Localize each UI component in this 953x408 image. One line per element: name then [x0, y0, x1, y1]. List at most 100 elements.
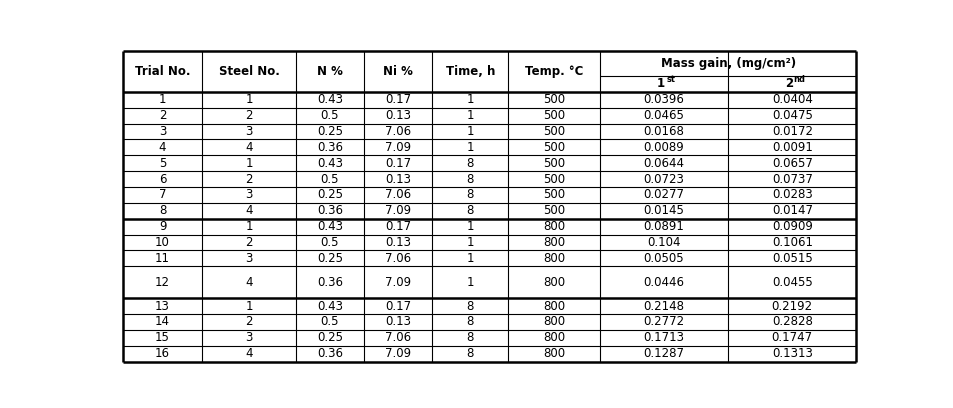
Text: 1: 1	[245, 157, 253, 170]
Text: 0.5: 0.5	[320, 109, 339, 122]
Text: 0.25: 0.25	[316, 125, 342, 138]
Text: 0.43: 0.43	[316, 220, 342, 233]
Text: 0.0172: 0.0172	[771, 125, 812, 138]
Text: 7.09: 7.09	[385, 141, 411, 154]
Text: 0.13: 0.13	[385, 109, 411, 122]
Text: 8: 8	[466, 157, 474, 170]
Text: 0.17: 0.17	[385, 157, 411, 170]
Text: 4: 4	[158, 141, 166, 154]
Text: 1: 1	[466, 252, 474, 265]
Text: 1: 1	[245, 220, 253, 233]
Text: 7.06: 7.06	[385, 125, 411, 138]
Text: 0.0657: 0.0657	[771, 157, 812, 170]
Text: 0.0147: 0.0147	[771, 204, 812, 217]
Text: 0.17: 0.17	[385, 93, 411, 106]
Text: 0.1747: 0.1747	[771, 331, 812, 344]
Text: 1: 1	[657, 78, 664, 90]
Text: 8: 8	[466, 315, 474, 328]
Text: 1: 1	[466, 220, 474, 233]
Text: 7.09: 7.09	[385, 204, 411, 217]
Text: 8: 8	[466, 188, 474, 202]
Text: Mass gain, (mg/cm²): Mass gain, (mg/cm²)	[659, 57, 795, 70]
Text: 9: 9	[158, 220, 166, 233]
Text: N %: N %	[316, 64, 342, 78]
Text: 0.36: 0.36	[316, 347, 342, 360]
Text: 0.5: 0.5	[320, 236, 339, 249]
Text: 800: 800	[542, 276, 564, 289]
Text: 0.25: 0.25	[316, 252, 342, 265]
Text: 0.0277: 0.0277	[643, 188, 684, 202]
Text: 0.43: 0.43	[316, 157, 342, 170]
Text: Temp. °C: Temp. °C	[524, 64, 582, 78]
Text: 0.0891: 0.0891	[643, 220, 683, 233]
Text: 2: 2	[245, 236, 253, 249]
Text: 3: 3	[245, 331, 253, 344]
Text: 16: 16	[154, 347, 170, 360]
Text: 3: 3	[158, 125, 166, 138]
Text: 0.0145: 0.0145	[643, 204, 683, 217]
Text: 2: 2	[245, 109, 253, 122]
Text: 4: 4	[245, 347, 253, 360]
Text: st: st	[666, 75, 676, 84]
Text: 12: 12	[154, 276, 170, 289]
Text: 1: 1	[245, 299, 253, 313]
Text: 0.0455: 0.0455	[771, 276, 812, 289]
Text: 8: 8	[466, 204, 474, 217]
Text: 2: 2	[784, 78, 793, 90]
Text: 800: 800	[542, 315, 564, 328]
Text: 2: 2	[245, 173, 253, 186]
Text: 0.17: 0.17	[385, 299, 411, 313]
Text: 0.104: 0.104	[647, 236, 680, 249]
Text: 8: 8	[158, 204, 166, 217]
Text: 0.0446: 0.0446	[643, 276, 684, 289]
Text: 1: 1	[466, 276, 474, 289]
Text: 7: 7	[158, 188, 166, 202]
Text: 800: 800	[542, 236, 564, 249]
Text: 800: 800	[542, 299, 564, 313]
Text: 0.2828: 0.2828	[771, 315, 812, 328]
Text: 1: 1	[466, 93, 474, 106]
Text: 0.0089: 0.0089	[643, 141, 683, 154]
Text: 0.0091: 0.0091	[771, 141, 812, 154]
Text: 0.2148: 0.2148	[643, 299, 684, 313]
Text: 5: 5	[158, 157, 166, 170]
Text: 1: 1	[158, 93, 166, 106]
Text: 3: 3	[245, 188, 253, 202]
Text: 500: 500	[542, 157, 564, 170]
Text: 4: 4	[245, 141, 253, 154]
Text: 0.0737: 0.0737	[771, 173, 812, 186]
Text: 10: 10	[155, 236, 170, 249]
Text: 1: 1	[466, 125, 474, 138]
Text: 0.13: 0.13	[385, 315, 411, 328]
Text: nd: nd	[793, 75, 805, 84]
Text: Ni %: Ni %	[383, 64, 413, 78]
Text: 7.09: 7.09	[385, 276, 411, 289]
Text: 0.1313: 0.1313	[771, 347, 812, 360]
Text: 0.0723: 0.0723	[643, 173, 683, 186]
Text: 0.0396: 0.0396	[643, 93, 683, 106]
Text: 0.36: 0.36	[316, 141, 342, 154]
Text: 0.0505: 0.0505	[643, 252, 683, 265]
Text: 0.0283: 0.0283	[771, 188, 812, 202]
Text: Steel No.: Steel No.	[218, 64, 279, 78]
Text: 1: 1	[466, 109, 474, 122]
Text: 0.1061: 0.1061	[771, 236, 812, 249]
Text: 3: 3	[245, 252, 253, 265]
Text: 1: 1	[466, 141, 474, 154]
Text: 0.36: 0.36	[316, 276, 342, 289]
Text: 2: 2	[245, 315, 253, 328]
Text: 800: 800	[542, 220, 564, 233]
Text: 7.09: 7.09	[385, 347, 411, 360]
Text: 800: 800	[542, 252, 564, 265]
Text: 6: 6	[158, 173, 166, 186]
Text: 7.06: 7.06	[385, 188, 411, 202]
Text: 0.0465: 0.0465	[643, 109, 683, 122]
Text: 4: 4	[245, 204, 253, 217]
Text: 0.25: 0.25	[316, 188, 342, 202]
Text: 500: 500	[542, 173, 564, 186]
Text: 1: 1	[466, 236, 474, 249]
Text: Time, h: Time, h	[445, 64, 495, 78]
Text: 500: 500	[542, 109, 564, 122]
Text: 0.5: 0.5	[320, 173, 339, 186]
Text: 1: 1	[245, 93, 253, 106]
